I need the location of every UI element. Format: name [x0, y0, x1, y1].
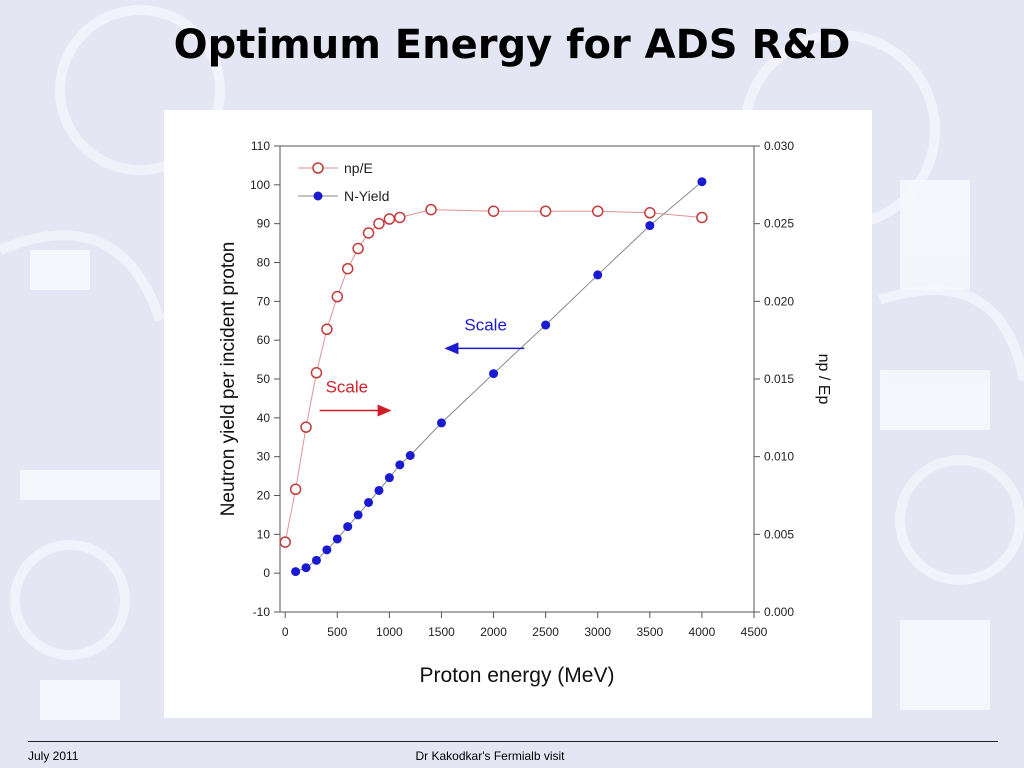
np-e-point [487, 205, 500, 217]
n-yield-point [384, 473, 394, 483]
np-e-point [373, 217, 385, 230]
n-yield-point [645, 221, 655, 231]
np-e-point [289, 483, 302, 496]
y-tick-label: 20 [257, 489, 271, 503]
n-yield-point [343, 522, 353, 532]
chart-panel: 0 500 1000 1500 2000 2500 3000 3500 4000 4500 -10 0… [164, 110, 872, 718]
y2-tick-label: 0.020 [764, 294, 794, 308]
x-tick-label: 2000 [480, 625, 507, 639]
n-yield-point [436, 418, 446, 428]
x-tick-label: 4500 [741, 625, 768, 639]
np-e-point [696, 211, 708, 224]
y2-tick-label: 0.000 [764, 605, 794, 619]
n-yield-point [697, 177, 707, 187]
n-yield-point [332, 534, 342, 544]
slide-title: Optimum Energy for ADS R&D [173, 22, 851, 68]
x-tick-label: 3000 [584, 625, 611, 639]
n-yield-point [322, 545, 332, 555]
y-tick-label: 10 [257, 527, 271, 541]
x-tick-label: 3500 [636, 625, 663, 639]
n-yield-point [593, 270, 603, 280]
n-yield-point [311, 555, 321, 565]
scale-arrow-blue-head [444, 342, 459, 355]
chart-svg: 0 500 1000 1500 2000 2500 3000 3500 4000 4500-100… [218, 139, 832, 687]
n-yield-point [291, 567, 301, 577]
legend-np-e-marker [312, 162, 324, 174]
x-tick-label: 2500 [532, 625, 559, 639]
x-tick-label: 1000 [376, 625, 403, 639]
scale-annotation-red: Scale [326, 378, 369, 397]
y2-axis-label: np / Ep [815, 354, 832, 405]
y2-tick-label: 0.015 [764, 372, 794, 386]
np-e-point [425, 203, 437, 216]
n-yield-point [364, 497, 374, 507]
n-yield-point [405, 451, 415, 461]
x-tick-label: 0 [282, 625, 289, 639]
x-axis-label: Proton energy (MeV) [420, 664, 615, 687]
x-tick-label: 500 [327, 625, 347, 639]
np-e-point [362, 227, 375, 239]
np-e-point [279, 536, 291, 548]
np-e-point [300, 421, 312, 433]
y2-tick-label: 0.025 [764, 217, 794, 231]
np-e-point [383, 213, 396, 225]
x-tick-label: 4000 [689, 625, 716, 639]
np-e-point [331, 290, 344, 303]
y2-tick-label: 0.005 [764, 527, 794, 541]
y-tick-label: 100 [250, 178, 270, 192]
legend-np-e-label: np/E [344, 160, 373, 176]
y-tick-label: 30 [257, 450, 271, 464]
y-tick-label: -10 [253, 605, 271, 619]
n-yield-point [489, 369, 499, 379]
y2-tick-label: 0.010 [764, 450, 794, 464]
np-e-line [284, 209, 702, 543]
scale-annotation-blue: Scale [464, 315, 507, 334]
n-yield-point [541, 320, 551, 330]
np-e-point [591, 205, 604, 217]
x-tick-label: 1500 [428, 625, 455, 639]
y-tick-label: 90 [257, 217, 271, 231]
np-e-point [539, 205, 552, 217]
np-e-point [321, 323, 333, 336]
footer-divider [28, 741, 998, 742]
np-e-point [352, 242, 364, 255]
y-tick-label: 0 [263, 566, 270, 580]
np-e-point [310, 367, 323, 379]
n-yield-point [374, 485, 384, 495]
y-tick-label: 80 [257, 256, 271, 270]
y-tick-label: 50 [257, 372, 271, 386]
np-e-point [644, 207, 656, 219]
n-yield-point [395, 460, 405, 470]
np-e-point [394, 211, 406, 224]
footer-caption: Dr Kakodkar's Fermialb visit [415, 749, 565, 763]
y-axis-label: Neutron yield per incident proton [218, 242, 239, 517]
y-tick-label: 110 [251, 139, 270, 153]
np-e-point [341, 262, 354, 275]
footer-date: July 2011 [28, 749, 79, 763]
y-tick-label: 60 [257, 333, 271, 347]
legend-n-yield-label: N-Yield [344, 188, 389, 204]
y-tick-label: 70 [257, 294, 271, 308]
legend-n-yield-marker [313, 191, 323, 201]
y2-tick-label: 0.030 [764, 139, 794, 153]
y-tick-label: 40 [257, 411, 271, 425]
scale-arrow-red-head [377, 404, 392, 417]
n-yield-point [353, 510, 363, 520]
n-yield-point [301, 563, 311, 573]
